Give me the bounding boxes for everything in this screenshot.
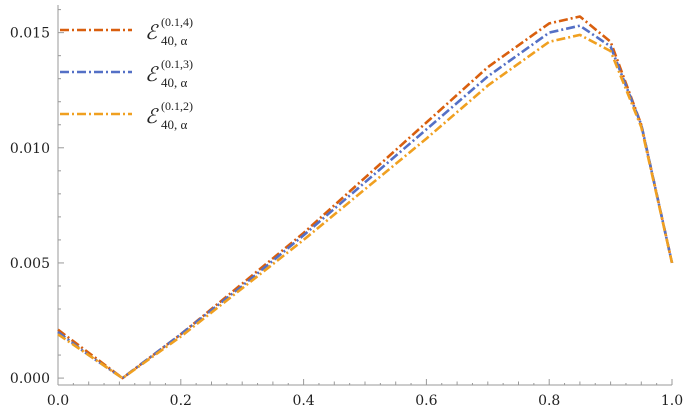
x-tick-label: 0.4 bbox=[292, 393, 314, 409]
legend-superscript: (0.1,4) bbox=[161, 15, 193, 29]
legend-entry-2: ℰ (0.1,3) 40, α bbox=[145, 57, 193, 90]
series-layer bbox=[57, 15, 674, 380]
y-tick-label: 0.005 bbox=[10, 256, 50, 272]
axes bbox=[57, 5, 672, 386]
y-tick-label: 0.000 bbox=[10, 371, 50, 387]
legend-symbol: ℰ bbox=[145, 64, 159, 86]
y-ticks: 0.000 0.005 0.010 0.015 bbox=[10, 9, 64, 387]
legend-superscript: (0.1,3) bbox=[161, 57, 193, 71]
series-line-3 bbox=[57, 33, 674, 380]
legend-symbol: ℰ bbox=[145, 106, 159, 128]
x-tick-label: 0.6 bbox=[415, 393, 437, 409]
x-tick-label: 0.2 bbox=[170, 393, 192, 409]
legend: ℰ (0.1,4)40, αℰ (0.1,3)40, αℰ (0.1,2)40, α bbox=[60, 15, 193, 132]
x-ticks: 0.0 0.2 0.4 0.6 0.8 1.0 bbox=[47, 379, 683, 409]
legend-subscript: 40, α bbox=[161, 117, 188, 132]
legend-entry-3: ℰ (0.1,2) 40, α bbox=[145, 99, 193, 132]
x-tick-label: 1.0 bbox=[661, 393, 683, 409]
legend-subscript: 40, α bbox=[161, 33, 188, 48]
legend-superscript: (0.1,2) bbox=[161, 99, 193, 113]
y-tick-label: 0.010 bbox=[10, 141, 50, 157]
legend-subscript: 40, α bbox=[161, 75, 188, 90]
legend-symbol: ℰ bbox=[145, 22, 159, 44]
y-tick-label: 0.015 bbox=[10, 26, 50, 42]
x-tick-label: 0.0 bbox=[47, 393, 69, 409]
legend-entry-1: ℰ (0.1,4) 40, α bbox=[145, 15, 193, 48]
x-tick-label: 0.8 bbox=[538, 393, 560, 409]
